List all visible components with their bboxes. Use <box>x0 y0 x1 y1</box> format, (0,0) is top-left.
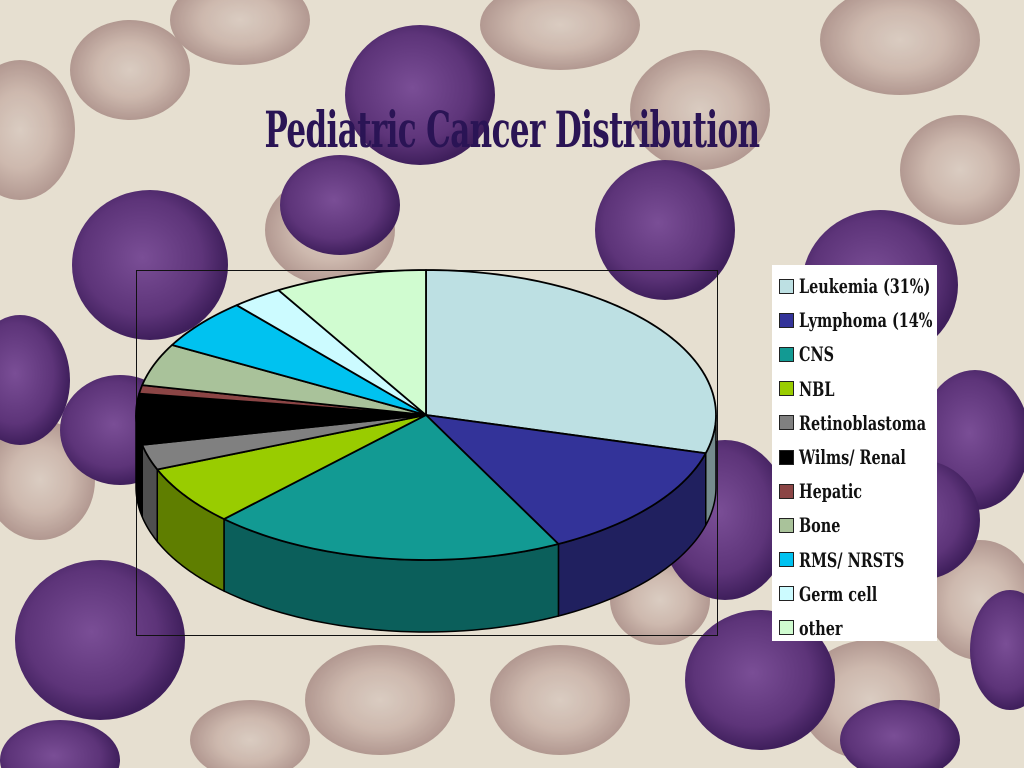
legend-item-germ-cell: Germ cell <box>772 577 937 611</box>
legend-item-bone: Bone <box>772 508 937 542</box>
pie-slice-lymphoma-14 <box>425 414 707 545</box>
chart-legend: Leukemia (31%) Lymphoma (14% CNS NBL Retinob… <box>772 265 937 641</box>
pie-slice-rms-nrsts <box>171 304 427 416</box>
legend-swatch <box>779 449 794 465</box>
legend-item-other: other <box>772 611 937 641</box>
legend-swatch <box>779 415 794 431</box>
legend-swatch <box>779 517 794 533</box>
legend-item-nbl: NBL <box>772 372 937 406</box>
legend-label: NBL <box>799 376 835 401</box>
legend-label: Lymphoma (14% <box>799 308 933 333</box>
pie-slice-nbl <box>156 414 427 520</box>
legend-label: Germ cell <box>799 581 878 606</box>
legend-swatch <box>779 346 794 362</box>
legend-swatch <box>779 620 794 636</box>
legend-swatch <box>779 552 794 568</box>
pie-slice-leukemia-31 <box>425 269 717 455</box>
legend-item-rms-nrsts: RMS/ NRSTS <box>772 543 937 577</box>
legend-label: CNS <box>799 342 835 367</box>
pie-slice-other <box>277 269 427 416</box>
legend-item-hepatic: Hepatic <box>772 474 937 508</box>
legend-swatch <box>779 312 794 328</box>
legend-label: Leukemia (31%) <box>799 274 931 299</box>
legend-item-leukemia-31: Leukemia (31%) <box>772 269 937 303</box>
pie-slice-retinoblastoma <box>141 414 427 471</box>
legend-label: Hepatic <box>799 479 863 504</box>
legend-item-retinoblastoma: Retinoblastoma <box>772 406 937 440</box>
legend-label: Wilms/ Renal <box>799 445 906 470</box>
pie-slice-germ-cell <box>235 289 427 416</box>
pie-slice-bone <box>141 344 427 416</box>
chart-title: Pediatric Cancer Distribution <box>264 100 761 159</box>
pie-slice-wilms-renal <box>135 392 427 446</box>
legend-label: Retinoblastoma <box>799 410 927 435</box>
legend-item-wilms-renal: Wilms/ Renal <box>772 440 937 474</box>
legend-swatch <box>779 483 794 499</box>
legend-swatch <box>779 381 794 397</box>
legend-item-lymphoma-14: Lymphoma (14% <box>772 303 937 337</box>
legend-label: RMS/ NRSTS <box>799 547 905 572</box>
legend-label: Bone <box>799 513 841 538</box>
legend-swatch <box>779 278 794 294</box>
legend-item-cns: CNS <box>772 337 937 371</box>
pie-slice-cns <box>223 414 560 561</box>
legend-label: other <box>799 615 843 640</box>
legend-swatch <box>779 586 794 602</box>
